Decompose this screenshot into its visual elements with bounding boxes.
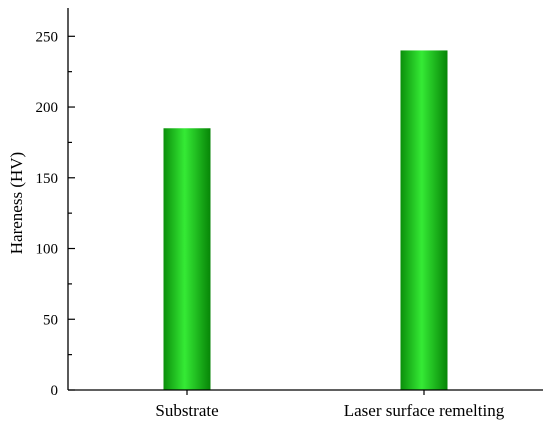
bars-group [163,50,448,390]
y-axis-title: Hareness (HV) [7,152,26,254]
x-labels-group: Substrate Laser surface remelting [155,390,505,420]
y-tick-label: 100 [36,242,59,258]
y-tick-label: 0 [51,383,59,399]
bar-substrate [163,128,211,390]
axes-group [67,8,543,391]
y-tick-label: 250 [36,29,59,45]
y-ticks-group: 0 50 100 150 200 250 [36,29,75,399]
y-tick-label: 150 [36,171,59,187]
x-category-label: Laser surface remelting [344,401,505,420]
x-category-label: Substrate [155,401,218,420]
bar-laser-surface-remelting [400,50,448,390]
y-tick-label: 50 [43,312,58,328]
y-tick-label: 200 [36,100,59,116]
